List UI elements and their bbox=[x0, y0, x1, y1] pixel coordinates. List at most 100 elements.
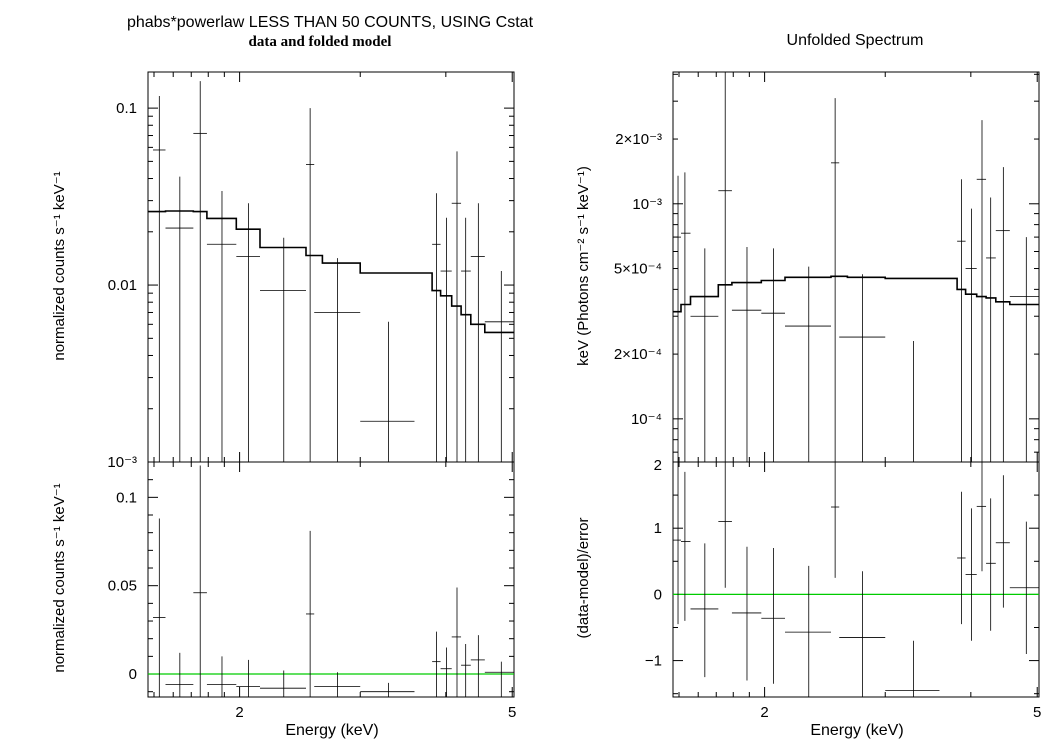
model-line bbox=[673, 275, 1039, 313]
data-point bbox=[461, 217, 471, 462]
plot-frame-tr bbox=[672, 71, 1040, 463]
data-point bbox=[440, 647, 452, 697]
data-point bbox=[986, 197, 996, 462]
data-point bbox=[673, 462, 681, 625]
ylabel-tl: normalized counts s⁻¹ keV⁻¹ bbox=[51, 171, 68, 360]
ylabel-bl: normalized counts s⁻¹ keV⁻¹ bbox=[51, 483, 68, 672]
y-tick-label: 0.01 bbox=[108, 277, 137, 294]
panel-residuals-counts: 2 5 0 0.05 0.1 bbox=[108, 461, 516, 721]
x-tick-label: 5 bbox=[508, 704, 516, 721]
data-point bbox=[731, 546, 762, 681]
data-point bbox=[360, 321, 415, 462]
data-point bbox=[785, 266, 831, 462]
y-tick-label: 10⁻³ bbox=[632, 196, 662, 213]
data-point bbox=[680, 172, 691, 462]
data-point bbox=[432, 193, 441, 462]
data-point bbox=[731, 246, 762, 462]
ylabel-br: (data-model)/error bbox=[575, 518, 592, 639]
panel-data-folded-model: 10⁻³ 0.01 0.1 bbox=[107, 71, 515, 471]
data-point bbox=[830, 462, 840, 578]
data-point bbox=[470, 635, 485, 697]
data-point bbox=[314, 672, 361, 697]
data-point bbox=[305, 530, 315, 697]
data-point bbox=[314, 258, 361, 462]
data-point bbox=[440, 217, 452, 462]
data-point bbox=[193, 465, 207, 697]
panel-unfolded-spectrum: 10⁻⁴ 2×10⁻⁴ 5×10⁻⁴ 10⁻³ 2×10⁻³ bbox=[614, 71, 1040, 463]
y-tick-label: 2 bbox=[654, 457, 662, 474]
y-tick-label: 0.1 bbox=[116, 489, 137, 506]
y-tick-label: 2×10⁻⁴ bbox=[614, 346, 662, 363]
data-point bbox=[839, 571, 886, 697]
data-point bbox=[718, 72, 732, 462]
data-point bbox=[165, 652, 194, 697]
y-tick-label: 5×10⁻⁴ bbox=[614, 261, 662, 278]
y-tick-label: 0.05 bbox=[108, 578, 137, 595]
x-tick-label: 5 bbox=[1033, 704, 1041, 721]
model-line bbox=[148, 210, 514, 334]
data-point bbox=[260, 670, 306, 697]
xlabel-right: Energy (keV) bbox=[810, 722, 903, 739]
data-point bbox=[976, 120, 987, 462]
data-point bbox=[885, 341, 940, 463]
data-point bbox=[965, 508, 977, 641]
data-point bbox=[761, 548, 786, 684]
right-title: Unfolded Spectrum bbox=[787, 32, 924, 49]
plot-frame-br bbox=[672, 461, 1040, 698]
data-point bbox=[680, 471, 691, 621]
data-point bbox=[153, 518, 166, 697]
data-point bbox=[718, 462, 732, 588]
data-point bbox=[957, 179, 966, 462]
data-point bbox=[785, 565, 831, 697]
y-tick-label: −1 bbox=[645, 653, 662, 670]
data-point bbox=[470, 203, 485, 462]
data-point bbox=[484, 661, 514, 697]
y-tick-label: 0.1 bbox=[116, 100, 137, 117]
data-point bbox=[432, 631, 441, 697]
data-point bbox=[830, 98, 840, 462]
plot-frame-bl bbox=[147, 461, 515, 698]
data-point bbox=[995, 475, 1010, 608]
ylabel-tr: keV (Photons cm⁻² s⁻¹ keV⁻¹) bbox=[575, 166, 592, 366]
y-tick-label: 10⁻⁴ bbox=[631, 411, 662, 428]
data-point bbox=[1009, 521, 1039, 654]
data-point bbox=[360, 682, 415, 697]
y-tick-label: 1 bbox=[654, 520, 662, 537]
data-point bbox=[451, 587, 462, 697]
y-tick-label: 2×10⁻³ bbox=[615, 131, 662, 148]
data-point bbox=[673, 175, 681, 462]
data-point bbox=[206, 656, 237, 697]
data-point bbox=[165, 176, 194, 462]
x-tick-label: 2 bbox=[235, 704, 243, 721]
data-point bbox=[761, 248, 786, 462]
data-point bbox=[1009, 237, 1039, 462]
data-point bbox=[965, 208, 977, 462]
plot-frame-tl bbox=[147, 71, 515, 463]
data-point bbox=[236, 659, 261, 697]
data-point bbox=[690, 543, 719, 678]
xlabel-left: Energy (keV) bbox=[285, 722, 378, 739]
left-title-line2: data and folded model bbox=[249, 34, 392, 50]
y-tick-label: 10⁻³ bbox=[107, 454, 137, 471]
data-point bbox=[206, 191, 237, 462]
data-point bbox=[995, 167, 1010, 462]
data-point bbox=[305, 108, 315, 462]
data-point bbox=[885, 640, 940, 697]
data-point bbox=[260, 237, 306, 462]
data-point bbox=[461, 643, 471, 697]
y-tick-label: 0 bbox=[129, 666, 137, 683]
data-point bbox=[484, 271, 514, 462]
data-point bbox=[451, 151, 462, 462]
data-point bbox=[957, 491, 966, 625]
x-tick-label: 2 bbox=[760, 704, 768, 721]
data-point bbox=[236, 203, 261, 462]
data-point bbox=[986, 498, 996, 631]
data-point bbox=[153, 96, 166, 462]
y-tick-label: 0 bbox=[654, 586, 662, 603]
data-point bbox=[976, 462, 987, 572]
data-point bbox=[690, 248, 719, 462]
left-title-line1: phabs*powerlaw LESS THAN 50 COUNTS, USIN… bbox=[127, 14, 534, 31]
data-point bbox=[193, 81, 207, 462]
